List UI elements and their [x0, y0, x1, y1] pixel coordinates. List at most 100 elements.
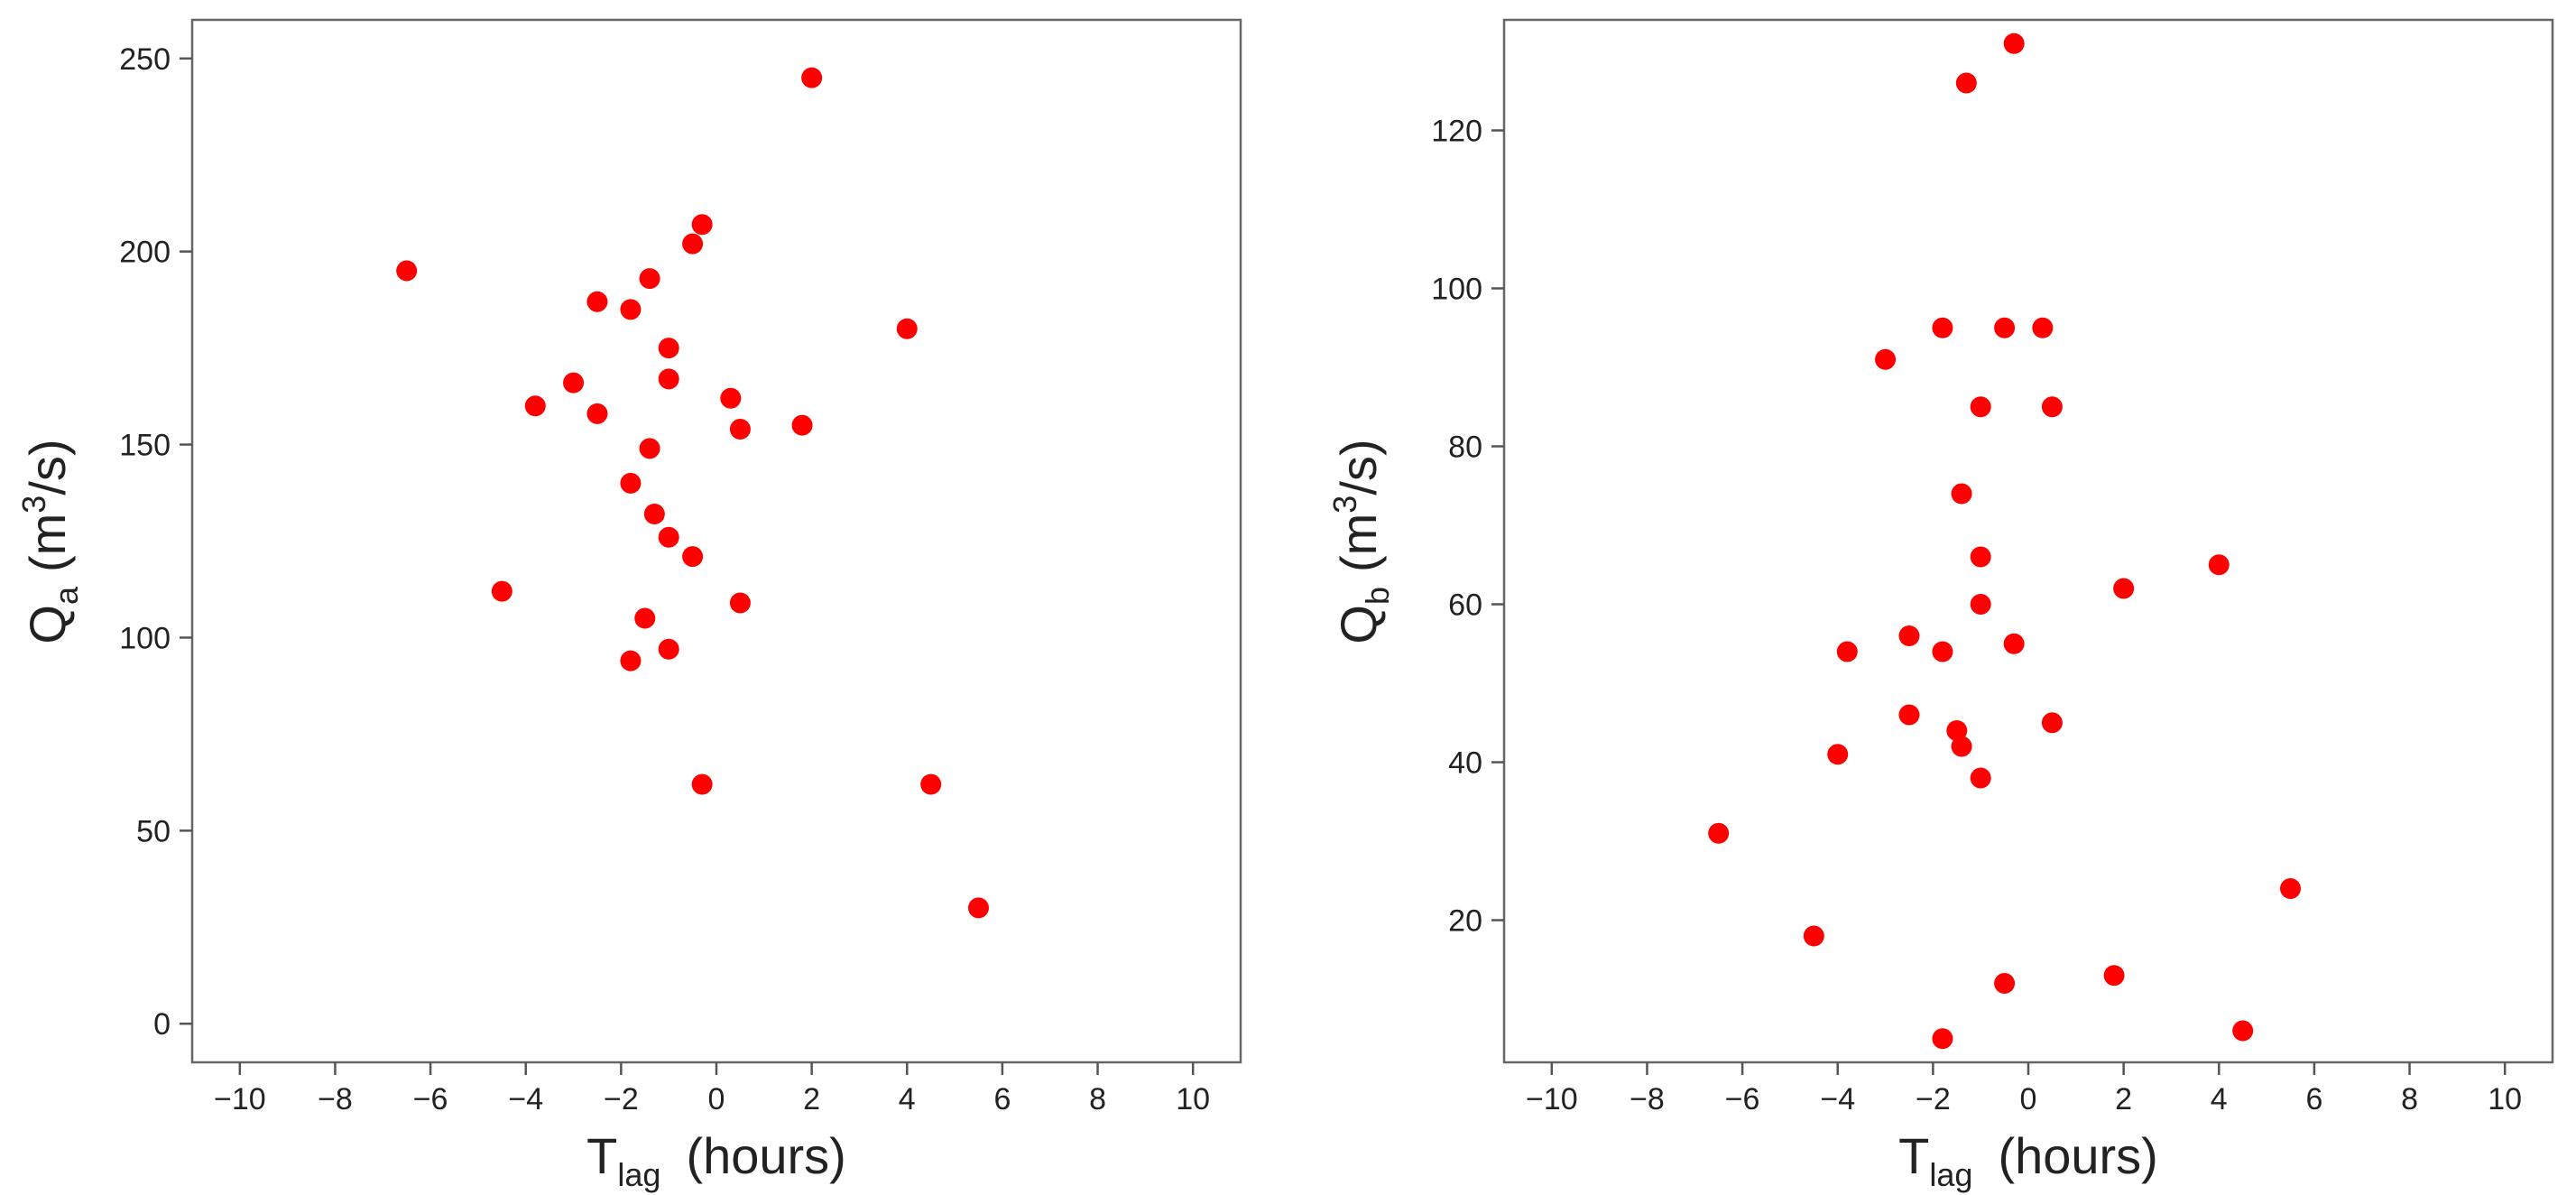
- data-point: [1875, 348, 1897, 370]
- plot-frame: [190, 18, 1242, 1064]
- data-point: [1932, 1028, 1953, 1050]
- data-point: [1955, 72, 1977, 94]
- data-point: [2003, 32, 2025, 54]
- data-point: [682, 546, 704, 568]
- y-tick-label: 50: [136, 814, 171, 848]
- data-point: [643, 504, 665, 525]
- data-point: [658, 526, 679, 548]
- x-tick-label: −2: [604, 1082, 639, 1116]
- data-point: [1898, 704, 1920, 726]
- data-point: [620, 299, 642, 320]
- x-tick-label: 8: [1089, 1082, 1106, 1116]
- data-point: [720, 387, 742, 409]
- x-tick-label: 6: [2305, 1082, 2322, 1116]
- y-tick-label: 250: [119, 42, 171, 77]
- data-point: [1951, 483, 1972, 505]
- x-tick-label: 0: [708, 1082, 725, 1116]
- x-tick-label: −10: [214, 1082, 266, 1116]
- data-point: [682, 233, 704, 255]
- x-tick-label: −4: [508, 1082, 543, 1116]
- data-point: [2103, 965, 2125, 987]
- data-point: [620, 472, 642, 494]
- y-axis-ticks: 0 50 100 150 200 250: [119, 42, 192, 1042]
- data-point: [1970, 546, 1991, 568]
- x-tick-label: 10: [1176, 1082, 1210, 1116]
- data-point: [620, 650, 642, 672]
- y-tick-label: 40: [1448, 746, 1482, 781]
- data-point: [2032, 317, 2054, 338]
- x-tick-label: 4: [2211, 1082, 2228, 1116]
- y-axis-label: Qa(m3/s): [15, 439, 85, 644]
- data-point: [2041, 396, 2063, 418]
- data-point: [639, 268, 660, 290]
- x-tick-label: −6: [413, 1082, 448, 1116]
- x-axis-ticks: −10 −8 −6 −4 −2 0 2 4 6 8 10: [214, 1062, 1210, 1116]
- data-point: [1708, 822, 1730, 844]
- data-point: [2280, 878, 2301, 899]
- y-tick-label: 100: [1431, 273, 1482, 307]
- scatter-panel-right: 20 40 60 80 100 120 −10 −8 −6 −4 −2 0 2 4 6 8 10 Tlag (h…: [1326, 18, 2554, 1193]
- x-tick-label: 10: [2488, 1082, 2522, 1116]
- x-tick-label: 6: [993, 1082, 1011, 1116]
- data-point: [563, 372, 585, 394]
- data-point: [1970, 594, 1991, 615]
- y-tick-label: 150: [119, 429, 171, 463]
- data-point: [729, 592, 751, 614]
- data-point: [634, 607, 656, 629]
- data-point: [658, 338, 679, 359]
- data-point: [920, 774, 942, 795]
- data-point: [791, 414, 813, 436]
- x-tick-label: 0: [2020, 1082, 2037, 1116]
- x-tick-label: −6: [1725, 1082, 1760, 1116]
- data-point: [1932, 641, 1953, 662]
- data-points: [1708, 32, 2301, 1050]
- data-point: [1932, 317, 1953, 338]
- data-point: [691, 774, 713, 795]
- x-tick-label: −8: [1630, 1082, 1665, 1116]
- y-tick-label: 0: [153, 1007, 171, 1042]
- data-point: [2208, 554, 2230, 576]
- data-point: [658, 638, 679, 660]
- x-axis-label: Tlag (hours): [1898, 1127, 2158, 1193]
- data-point: [586, 403, 608, 424]
- y-axis-ticks: 20 40 60 80 100 120: [1431, 115, 1504, 939]
- data-point: [1970, 767, 1991, 789]
- plot-frame: [1502, 18, 2554, 1064]
- data-point: [1946, 720, 1968, 741]
- y-tick-label: 60: [1448, 588, 1482, 623]
- data-point: [968, 897, 989, 919]
- x-tick-label: 4: [899, 1082, 916, 1116]
- data-point: [729, 418, 751, 440]
- x-tick-label: 2: [803, 1082, 820, 1116]
- data-point: [801, 67, 823, 88]
- x-tick-label: −8: [318, 1082, 353, 1116]
- data-point: [691, 214, 713, 236]
- data-point: [1994, 317, 2016, 338]
- data-point: [1994, 973, 2016, 994]
- data-point: [586, 291, 608, 312]
- data-point: [1898, 625, 1920, 646]
- data-point: [658, 368, 679, 390]
- data-point: [1951, 736, 1972, 757]
- y-tick-label: 120: [1431, 115, 1482, 149]
- y-tick-label: 20: [1448, 904, 1482, 939]
- data-point: [1803, 925, 1824, 947]
- x-tick-label: −10: [1526, 1082, 1578, 1116]
- x-tick-label: −2: [1916, 1082, 1951, 1116]
- data-points: [396, 67, 989, 919]
- y-tick-label: 80: [1448, 431, 1482, 465]
- y-axis-label: Qb(m3/s): [1326, 439, 1396, 644]
- scatter-panel-left: 0 50 100 150 200 250 −10 −8 −6 −4 −2 0 2 4 6 8 10 Tlag(…: [15, 18, 1242, 1193]
- data-point: [396, 260, 418, 282]
- data-point: [2113, 578, 2135, 599]
- data-point: [1970, 396, 1991, 418]
- data-point: [2041, 712, 2063, 734]
- data-point: [639, 438, 660, 459]
- data-point: [524, 395, 546, 417]
- data-point: [896, 318, 918, 339]
- x-tick-label: −4: [1820, 1082, 1855, 1116]
- data-point: [491, 580, 512, 602]
- data-point: [2003, 633, 2025, 654]
- x-tick-label: 2: [2115, 1082, 2132, 1116]
